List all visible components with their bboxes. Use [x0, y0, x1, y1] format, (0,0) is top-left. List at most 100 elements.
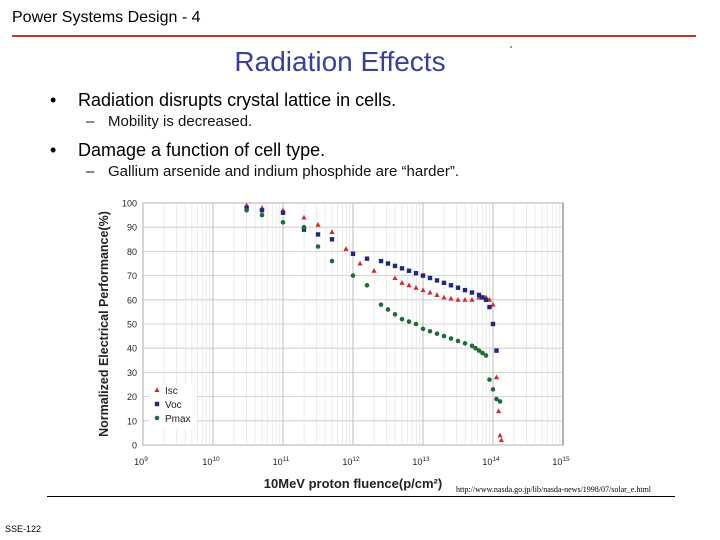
data-point-isc: [490, 301, 496, 307]
y-tick-label: 70: [127, 271, 137, 281]
data-point-voc: [315, 232, 321, 237]
data-point-isc: [469, 297, 475, 302]
data-point-voc: [350, 251, 356, 257]
data-point-voc: [413, 270, 419, 276]
data-point-pmax: [301, 224, 307, 230]
data-point-voc: [494, 348, 499, 353]
data-point-voc: [399, 266, 405, 271]
data-point-pmax: [413, 321, 419, 327]
legend-marker-pmax: [154, 415, 160, 421]
data-point-voc: [364, 256, 370, 261]
data-point-pmax: [494, 396, 499, 402]
data-point-pmax: [392, 312, 398, 317]
data-point-voc: [378, 258, 384, 264]
data-point-voc: [487, 304, 492, 310]
data-point-isc: [371, 267, 377, 273]
x-tick-label: 1011: [273, 456, 290, 467]
data-point-pmax: [455, 338, 461, 344]
data-point-pmax: [399, 316, 405, 322]
data-point-pmax: [487, 377, 492, 382]
y-tick-label: 100: [122, 199, 137, 209]
data-point-isc: [462, 297, 468, 302]
legend-label-isc: Isc: [165, 386, 178, 397]
legend: Isc Voc Pmax: [149, 384, 197, 430]
data-point-voc: [480, 295, 485, 300]
data-point-voc: [462, 287, 468, 293]
footer-label: SSE-122: [5, 524, 42, 534]
data-point-voc: [329, 237, 335, 242]
data-point-pmax: [420, 326, 426, 332]
x-tick-label: 1012: [342, 456, 360, 467]
data-point-pmax: [448, 336, 454, 341]
data-point-isc: [455, 297, 461, 302]
data-point-pmax: [490, 387, 496, 392]
data-points: [244, 202, 504, 443]
y-axis-label: Normalized Electrical Performance(%): [97, 211, 111, 437]
data-point-voc: [455, 285, 461, 290]
bullet-2: Damage a function of cell type.: [50, 140, 459, 161]
data-point-voc: [420, 273, 426, 278]
data-point-pmax: [462, 341, 468, 346]
x-tick-label: 1010: [202, 456, 220, 467]
data-point-voc: [259, 208, 265, 213]
data-point-voc: [441, 280, 447, 286]
data-point-voc: [476, 292, 482, 298]
x-tick-label: 1013: [412, 456, 430, 467]
series-voc: [244, 205, 499, 353]
legend-marker-voc: [154, 401, 160, 407]
data-point-isc: [399, 280, 405, 285]
y-tick-label: 30: [127, 368, 137, 378]
data-point-isc: [343, 246, 349, 251]
data-point-isc: [448, 295, 454, 301]
bullet-1: Radiation disrupts crystal lattice in ce…: [50, 90, 459, 111]
data-point-isc: [493, 374, 500, 380]
data-point-isc: [329, 229, 335, 235]
bottom-rule: [47, 496, 675, 497]
data-point-pmax: [441, 333, 447, 339]
slide-title: Radiation Effects: [0, 46, 720, 78]
data-point-pmax: [364, 282, 370, 288]
source-url: http://www.nasda.go.jp/lib/nasda-news/19…: [456, 485, 652, 494]
y-tick-label: 0: [132, 441, 137, 451]
legend-marker-isc: [154, 387, 160, 392]
data-point-isc: [406, 282, 412, 288]
y-tick-label: 50: [127, 320, 137, 330]
y-tick-labels: 0 10 20 30 40 50 60 70 80 90 100: [122, 199, 137, 451]
data-point-pmax: [483, 353, 489, 358]
grid: [142, 202, 563, 446]
data-point-pmax: [350, 273, 356, 278]
data-point-pmax: [406, 319, 412, 324]
data-point-voc: [301, 227, 307, 232]
data-point-voc: [448, 283, 454, 288]
data-point-isc: [427, 289, 433, 295]
data-point-isc: [497, 432, 503, 438]
data-point-pmax: [378, 302, 384, 307]
data-point-voc: [406, 268, 412, 273]
header-title: Power Systems Design - 4: [12, 9, 201, 26]
y-tick-label: 10: [127, 416, 137, 426]
data-point-pmax: [480, 350, 485, 356]
data-point-pmax: [280, 220, 286, 225]
data-point-isc: [301, 214, 307, 220]
data-point-pmax: [329, 258, 335, 264]
data-point-voc: [244, 205, 249, 211]
y-tick-label: 40: [127, 344, 137, 354]
legend-label-pmax: Pmax: [165, 414, 191, 425]
data-point-voc: [483, 297, 489, 302]
data-point-pmax: [259, 212, 265, 218]
data-point-pmax: [497, 399, 503, 404]
data-point-isc: [392, 275, 398, 281]
data-point-isc: [413, 284, 419, 290]
data-point-voc: [490, 321, 496, 327]
data-point-voc: [427, 275, 433, 281]
y-tick-label: 60: [127, 295, 137, 305]
data-point-pmax: [434, 331, 440, 336]
x-tick-label: 1015: [552, 456, 570, 467]
data-point-pmax: [469, 343, 475, 349]
bullet-list: Radiation disrupts crystal lattice in ce…: [50, 90, 459, 190]
x-axis-label: 10MeV proton fluence(p/cm²): [264, 476, 442, 491]
stray-dot: [510, 46, 512, 48]
data-point-voc: [385, 261, 391, 266]
data-point-voc: [392, 263, 398, 269]
